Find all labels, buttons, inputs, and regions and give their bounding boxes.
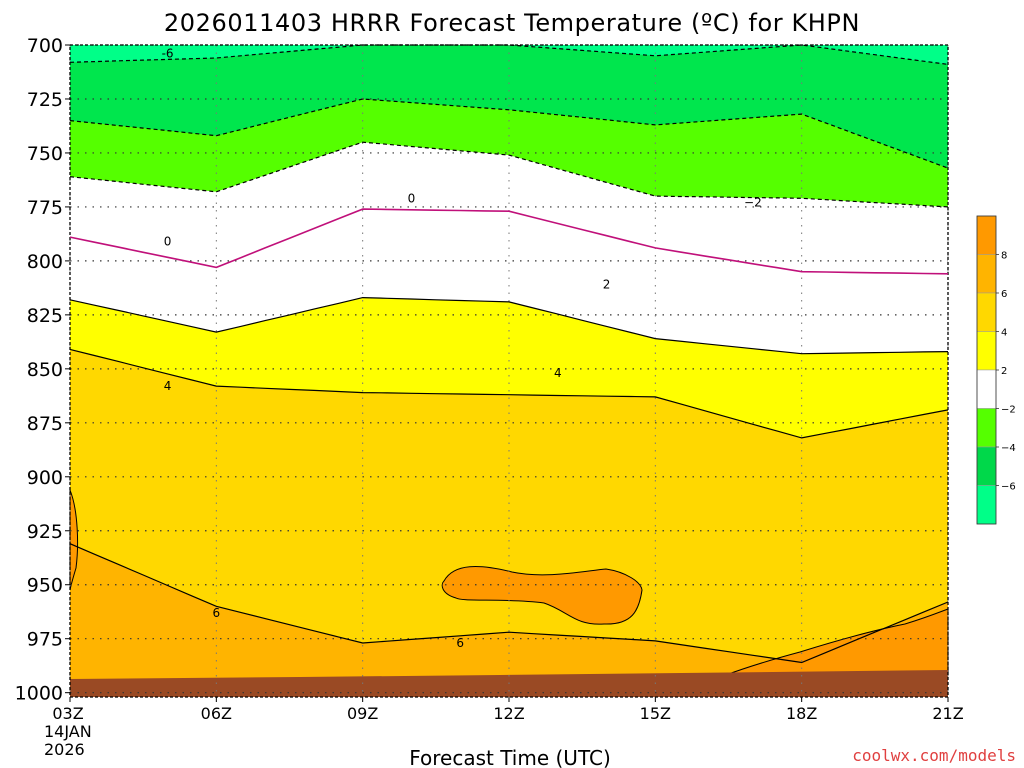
y-tick-label: 950: [27, 575, 63, 597]
credit-text: coolwx.com/models: [852, 746, 1016, 765]
x-tick-label: 06Z: [201, 704, 232, 723]
colorbar: 8 6 4 2 −2 −4 −6: [976, 215, 1016, 525]
band-neg4: [70, 45, 948, 169]
y-tick-label: 875: [27, 413, 63, 435]
colorbar-swatch: [976, 331, 997, 371]
y-tick-label: 975: [27, 629, 63, 651]
y-tick-label: 750: [27, 143, 63, 165]
x-start-year: 2026: [44, 740, 85, 759]
colorbar-swatch: [976, 446, 997, 486]
y-tick-label: 900: [27, 467, 63, 489]
warm-pocket-8-left: [69, 489, 79, 591]
colorbar-label: −2: [1001, 405, 1016, 416]
y-tick-label: 725: [27, 89, 63, 111]
y-tick-label: 800: [27, 251, 63, 273]
x-start-day: 14JAN: [44, 722, 92, 741]
contour-label: −2: [744, 196, 762, 210]
contour-line: [69, 543, 949, 664]
x-tick-label: 12Z: [493, 704, 524, 723]
contour-label: 4: [554, 366, 562, 380]
contour-label: 6: [456, 636, 464, 650]
x-tick-label: 03Z: [52, 704, 83, 723]
x-tick-label: 18Z: [786, 704, 817, 723]
y-tick-label: 850: [27, 359, 63, 381]
colorbar-label: 4: [1001, 328, 1007, 339]
contour-label: 0: [164, 234, 172, 248]
contour-label: 0: [408, 191, 416, 205]
y-tick-label: 925: [27, 521, 63, 543]
y-axis-ticks: 700 725 750 775 800 825 850 875 900 925 950 975 1000: [15, 35, 70, 705]
contour-label: -6: [162, 47, 174, 61]
warm-pocket-8-mid: [441, 566, 643, 625]
colorbar-swatch: [976, 485, 997, 525]
contour-line: [69, 141, 949, 208]
x-axis-label: Forecast Time (UTC): [409, 746, 611, 768]
contour-line: [69, 348, 949, 439]
colorbar-label: 8: [1001, 251, 1007, 262]
x-tick-label: 09Z: [347, 704, 378, 723]
contour-line: [69, 208, 949, 275]
chart-title: 2026011403 HRRR Forecast Temperature (ºC…: [164, 9, 860, 37]
contour-line: [69, 98, 949, 169]
contour-label: 2: [603, 278, 611, 292]
colorbar-swatch: [976, 408, 997, 448]
contour-label: 4: [164, 379, 172, 393]
colorbar-swatch: [976, 215, 997, 255]
y-tick-label: 825: [27, 305, 63, 327]
colorbar-label: −4: [1001, 443, 1016, 454]
x-axis-ticks: 03Z 06Z 09Z 12Z 15Z 18Z 21Z: [52, 697, 964, 723]
y-tick-label: 700: [27, 35, 63, 57]
colorbar-swatch: [976, 292, 997, 332]
colorbar-swatch: [976, 254, 997, 294]
colorbar-swatch: [976, 369, 997, 409]
contour-line: [69, 296, 949, 355]
contour-label: 6: [213, 606, 221, 620]
colorbar-label: 6: [1001, 289, 1007, 300]
y-tick-label: 1000: [15, 683, 63, 705]
contour-labels: -6 0 0 −2 2 4 4 6 6: [162, 47, 762, 650]
colorbar-label: 2: [1001, 366, 1007, 377]
y-tick-label: 775: [27, 197, 63, 219]
contour-lines: [69, 44, 949, 664]
x-tick-label: 21Z: [932, 704, 963, 723]
colorbar-label: −6: [1001, 482, 1016, 493]
x-tick-label: 15Z: [640, 704, 671, 723]
